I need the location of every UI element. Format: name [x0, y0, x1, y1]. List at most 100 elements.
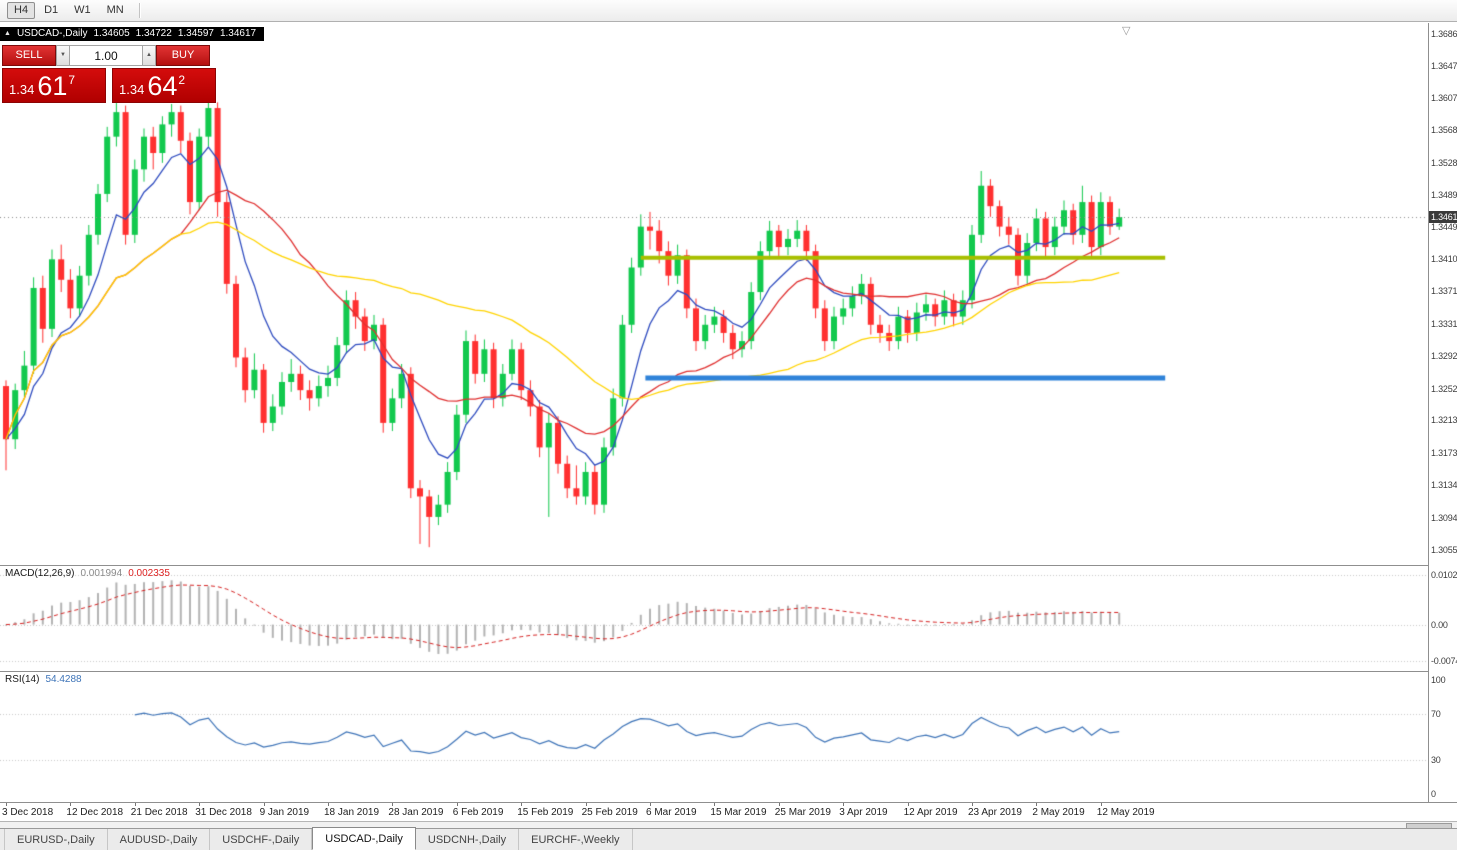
macd-scale-label: -0.00747: [1431, 656, 1457, 667]
price-scale-label: 1.36070: [1431, 93, 1457, 104]
macd-indicator-canvas[interactable]: [0, 566, 1428, 671]
chart-close-value: 1.34617: [219, 28, 257, 39]
date-axis-tick: [521, 803, 523, 806]
date-axis-tick: [134, 803, 136, 806]
date-axis-label: 6 Feb 2019: [452, 807, 504, 818]
date-axis-label: 21 Dec 2018: [130, 807, 188, 818]
date-axis-label: 15 Mar 2019: [710, 807, 767, 818]
tab-audusd-daily[interactable]: AUDUSD-,Daily: [108, 829, 211, 850]
price-scale-label: 1.34490: [1431, 222, 1457, 233]
date-axis-tick: [328, 803, 329, 806]
macd-scale-label: 0.01022: [1431, 569, 1457, 580]
timeframe-button-mn[interactable]: MN: [106, 4, 124, 16]
macd-scale-label: 0.00: [1431, 619, 1448, 630]
price-scale-label: 1.35280: [1431, 157, 1457, 168]
timeframe-toolbar: H4 D1 W1 MN: [0, 0, 1457, 22]
price-scale-label: 1.35680: [1431, 125, 1457, 136]
ask-price-tile[interactable]: 1.34 64 2: [112, 68, 216, 103]
date-axis-tick: [650, 803, 651, 806]
date-axis-tick: [714, 803, 716, 806]
panel-divider-macd[interactable]: [0, 565, 1457, 566]
volume-decrease-button[interactable]: ▼: [56, 45, 69, 66]
price-scale-label: 1.32130: [1431, 415, 1457, 426]
rsi-value: 54.4288: [45, 674, 82, 685]
order-entry-row: SELL ▼ ▲ BUY: [2, 45, 222, 66]
date-axis-label: 23 Apr 2019: [968, 807, 1022, 818]
macd-label: MACD(12,26,9) 0.001994 0.002335: [5, 568, 170, 579]
volume-input[interactable]: [69, 45, 143, 66]
date-axis-tick: [70, 803, 72, 806]
rsi-scale-label: 70: [1431, 709, 1441, 720]
bid-price-tile[interactable]: 1.34 61 7: [2, 68, 106, 103]
date-axis-tick: [778, 803, 780, 806]
ask-price-prefix: 1.34: [119, 82, 145, 97]
date-axis-tick: [972, 803, 973, 806]
toolbar-separator: [138, 3, 140, 18]
chart-low-value: 1.34597: [177, 28, 214, 39]
date-axis-label: 12 Dec 2018: [66, 807, 124, 818]
date-axis-tick: [843, 803, 845, 806]
symbol-direction-icon: ▲: [4, 30, 11, 37]
panel-divider-rsi[interactable]: [0, 671, 1457, 672]
timeframe-button-d1[interactable]: D1: [44, 4, 59, 16]
timeframe-button-w1[interactable]: W1: [74, 4, 91, 16]
tab-eurchf-weekly[interactable]: EURCHF-,Weekly: [519, 829, 633, 850]
date-axis-label: 3 Apr 2019: [839, 807, 888, 818]
macd-signal-value: 0.002335: [128, 568, 170, 579]
date-axis-tick: [1036, 803, 1038, 806]
price-scale-label: 1.32920: [1431, 350, 1457, 361]
ask-price-pips: 64: [147, 71, 178, 102]
tab-usdcnh-daily[interactable]: USDCNH-,Daily: [416, 829, 520, 850]
price-chart-canvas[interactable]: [0, 23, 1428, 565]
date-axis-label: 15 Feb 2019: [517, 807, 574, 818]
chart-tab-bar: EURUSD-,Daily AUDUSD-,Daily USDCHF-,Daily U…: [0, 827, 1457, 850]
date-axis-label: 3 Dec 2018: [2, 807, 54, 818]
date-axis-tick: [6, 803, 7, 806]
tab-eurusd-daily[interactable]: EURUSD-,Daily: [4, 829, 108, 850]
rsi-scale-label: 30: [1431, 754, 1441, 765]
chart-shift-marker[interactable]: ▽: [1122, 25, 1131, 37]
price-scale-label: 1.33310: [1431, 318, 1457, 329]
ask-price-point: 2: [178, 73, 186, 87]
macd-main-value: 0.001994: [80, 568, 123, 579]
price-scale-label: 1.33710: [1431, 286, 1457, 297]
date-axis-tick: [1100, 803, 1102, 806]
date-axis-label: 31 Dec 2018: [195, 807, 252, 818]
volume-increase-button[interactable]: ▲: [143, 45, 156, 66]
date-axis-tick: [199, 803, 201, 806]
chart-high-value: 1.34722: [135, 28, 172, 39]
horizontal-scrollbar[interactable]: [0, 821, 1457, 829]
bid-price-point: 7: [68, 73, 76, 87]
tab-usdcad-daily[interactable]: USDCAD-,Daily: [312, 827, 416, 850]
macd-title: MACD(12,26,9): [5, 568, 75, 579]
rsi-label: RSI(14) 54.4288: [5, 674, 82, 685]
current-price-badge: 1.34617: [1429, 211, 1457, 224]
timeframe-button-h4[interactable]: H4: [7, 2, 36, 19]
chart-symbol-label: USDCAD-,Daily: [16, 28, 88, 39]
price-scale-label: 1.30940: [1431, 512, 1457, 523]
price-scale-label: 1.32520: [1431, 383, 1457, 394]
date-axis[interactable]: 3 Dec 2018 12 Dec 2018 21 Dec 2018 31 Dec 2…: [0, 803, 1457, 821]
rsi-title: RSI(14): [5, 674, 40, 685]
price-scale-label: 1.36470: [1431, 60, 1457, 71]
date-axis-label: 9 Jan 2019: [259, 807, 310, 818]
rsi-scale-label: 100: [1431, 675, 1446, 685]
price-scale-label: 1.34100: [1431, 254, 1457, 265]
rsi-indicator-canvas[interactable]: [0, 672, 1428, 802]
buy-button[interactable]: BUY: [156, 45, 210, 66]
price-scale-label: 1.30550: [1431, 544, 1457, 555]
price-scale-label: 1.31340: [1431, 480, 1457, 491]
sell-button[interactable]: SELL: [2, 45, 56, 66]
price-scale-label: 1.31730: [1431, 448, 1457, 459]
panel-divider-dates: [0, 802, 1457, 803]
date-axis-label: 25 Feb 2019: [581, 807, 638, 818]
price-scale-label: 1.36860: [1431, 28, 1457, 39]
chart-open-value: 1.34605: [93, 28, 130, 39]
chart-title-bar: ▲ USDCAD-,Daily 1.34605 1.34722 1.34597 …: [0, 27, 265, 41]
date-axis-label: 25 Mar 2019: [774, 807, 831, 818]
price-scale[interactable]: 1.36860 1.36470 1.36070 1.35680 1.35280 1.348…: [1428, 23, 1457, 802]
tab-usdchf-daily[interactable]: USDCHF-,Daily: [210, 829, 313, 850]
rsi-scale-label: 0: [1431, 789, 1436, 799]
date-axis-tick: [456, 803, 458, 806]
